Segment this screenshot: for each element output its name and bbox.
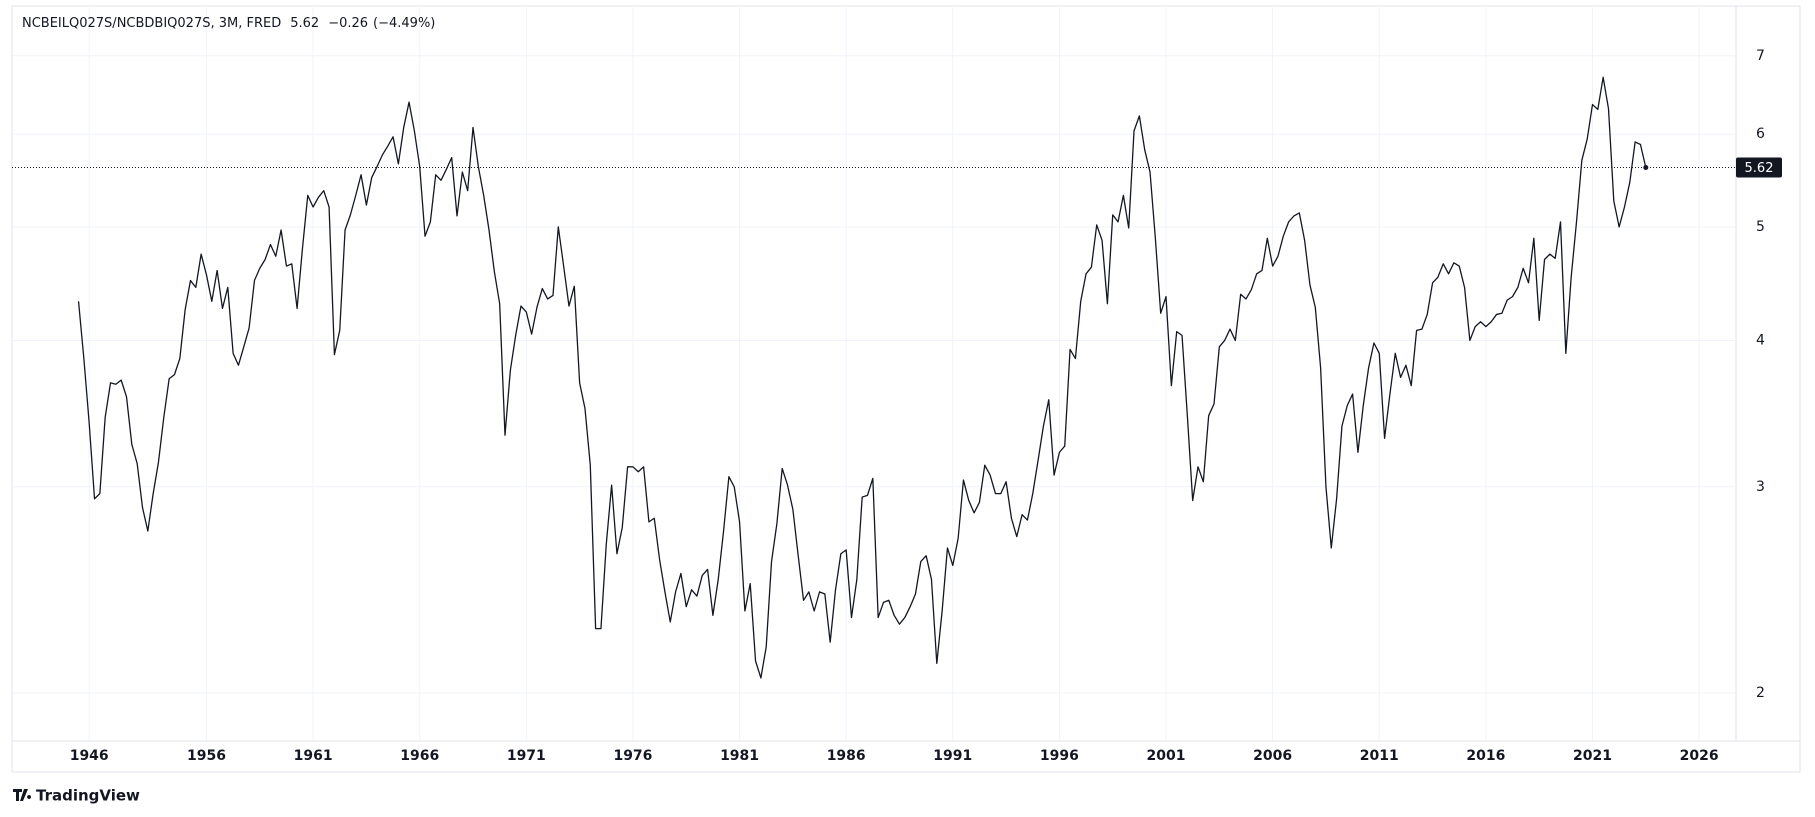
x-tick-label: 2026 xyxy=(1680,748,1719,764)
x-tick-label: 1956 xyxy=(187,748,226,764)
last-point xyxy=(1643,164,1649,170)
grid xyxy=(12,6,1736,741)
plot xyxy=(12,76,1736,679)
x-tick-label: 2021 xyxy=(1573,748,1612,764)
x-tick-label: 1961 xyxy=(294,748,333,764)
x-tick-label: 1976 xyxy=(613,748,652,764)
x-tick-label: 1971 xyxy=(507,748,546,764)
x-tick-label: 1986 xyxy=(827,748,866,764)
chart-header: NCBEILQ027S/NCBDBIQ027S, 3M, FRED 5.62 −0.… xyxy=(22,16,435,31)
x-tick-label: 1966 xyxy=(400,748,439,764)
y-tick-label: 3 xyxy=(1756,479,1765,495)
price-line xyxy=(77,76,1647,679)
x-tick-label: 1946 xyxy=(70,748,109,764)
last-value: 5.62 xyxy=(290,16,319,31)
last-price-badge xyxy=(1736,157,1782,178)
change-percent: (−4.49%) xyxy=(373,16,435,31)
change: −0.26 xyxy=(328,16,368,31)
logo-icon xyxy=(13,789,32,801)
x-tick-label: 1991 xyxy=(933,748,972,764)
chart-title: NCBEILQ027S/NCBDBIQ027S, 3M, FRED xyxy=(22,16,281,31)
y-tick-label: 7 xyxy=(1756,48,1765,64)
chart-frame xyxy=(11,5,1801,773)
x-tick-label: 2016 xyxy=(1466,748,1505,764)
y-tick-label: 4 xyxy=(1756,332,1765,348)
x-tick-label: 2011 xyxy=(1360,748,1399,764)
y-tick-label: 2 xyxy=(1756,685,1765,701)
y-tick-label: 6 xyxy=(1756,126,1765,142)
x-tick-label: 1996 xyxy=(1040,748,1079,764)
brand-logo: TradingView xyxy=(13,787,140,805)
brand-name: TradingView xyxy=(36,787,140,805)
x-tick-label: 1981 xyxy=(720,748,759,764)
x-tick-label: 2006 xyxy=(1253,748,1292,764)
last-price-label: 5.62 xyxy=(1745,161,1774,176)
y-tick-label: 5 xyxy=(1756,219,1765,235)
x-tick-label: 2001 xyxy=(1147,748,1186,764)
